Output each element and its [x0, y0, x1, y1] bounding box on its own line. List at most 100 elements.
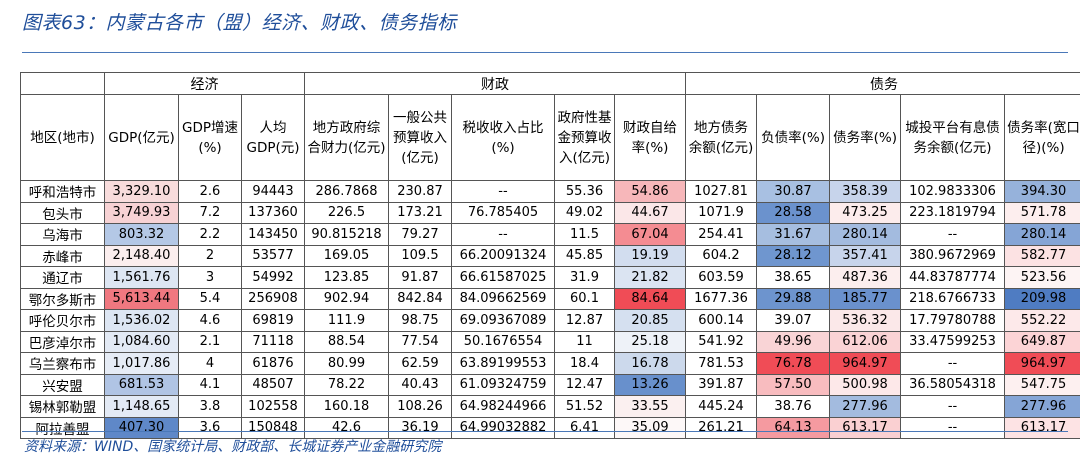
table-cell: 2.2 [178, 223, 242, 246]
table-cell: 102558 [241, 395, 305, 418]
table-cell: 109.5 [388, 244, 452, 267]
table-cell: 40.43 [388, 373, 452, 396]
report-title: 图表63：内蒙古各市（盟）经济、财政、债务指标 [22, 12, 457, 34]
table-row: 通辽市 1,561.76 3 54992 123.85 91.87 66.61587025 3… [20, 266, 1080, 289]
column-header: GDP增速(%) [178, 94, 242, 181]
table-cell: 31.67 [756, 223, 831, 246]
table-cell: 902.94 [304, 287, 389, 310]
table-cell: 62.59 [388, 352, 452, 375]
table-cell: 76.78 [756, 352, 831, 375]
table-cell: 28.12 [756, 244, 831, 267]
region-name-cell: 兴安盟 [20, 373, 105, 396]
table-cell: 223.1819794 [900, 201, 1006, 224]
column-header: 税收收入占比(%) [451, 94, 555, 181]
region-name-cell: 通辽市 [20, 266, 105, 289]
table-cell: 613.17 [829, 416, 902, 439]
table-row: 兴安盟 681.53 4.1 48507 78.22 40.43 61.09324759 12… [20, 373, 1080, 396]
table-cell: 13.26 [613, 373, 687, 396]
table-cell: 226.5 [304, 201, 389, 224]
table-cell: 1071.9 [685, 201, 758, 224]
table-cell: 67.04 [613, 223, 687, 246]
table-cell: 582.77 [1004, 244, 1080, 267]
table-cell: 380.9672969 [900, 244, 1006, 267]
column-header: 地区(地市) [20, 94, 105, 181]
table-cell: 64.99032882 [451, 416, 555, 439]
table-cell: 38.65 [756, 266, 831, 289]
region-name-cell: 呼和浩特市 [20, 180, 105, 203]
table-cell: -- [900, 395, 1006, 418]
table-cell: 69.09367089 [451, 309, 555, 332]
table-row: 呼和浩特市 3,329.10 2.6 94443 286.7868 230.87 -- 55.… [20, 180, 1080, 203]
table-row: 鄂尔多斯市 5,613.44 5.4 256908 902.94 842.84 84.096… [20, 287, 1080, 310]
table-cell: 143450 [241, 223, 305, 246]
table-cell: 44.67 [613, 201, 687, 224]
table-cell: 781.53 [685, 352, 758, 375]
table-cell: 280.14 [1004, 223, 1080, 246]
table-cell: 2,148.40 [104, 244, 179, 267]
table-cell: 33.47599253 [900, 330, 1006, 353]
table-cell: 4 [178, 352, 242, 375]
table-cell: 25.18 [613, 330, 687, 353]
table-cell: 6.41 [554, 416, 615, 439]
table-cell: 53577 [241, 244, 305, 267]
table-cell: 964.97 [1004, 352, 1080, 375]
table-cell: 7.2 [178, 201, 242, 224]
table-cell: 842.84 [388, 287, 452, 310]
table-cell: 111.9 [304, 309, 389, 332]
table-cell: 76.785405 [451, 201, 555, 224]
table-cell: 277.96 [829, 395, 902, 418]
table-cell: 612.06 [829, 330, 902, 353]
region-name-cell: 赤峰市 [20, 244, 105, 267]
table-cell: 48507 [241, 373, 305, 396]
table-cell: 33.55 [613, 395, 687, 418]
table-cell: 3.8 [178, 395, 242, 418]
table-cell: 16.78 [613, 352, 687, 375]
table-cell: 49.02 [554, 201, 615, 224]
table-cell: 77.54 [388, 330, 452, 353]
table-cell: 5.4 [178, 287, 242, 310]
region-name-cell: 锡林郭勒盟 [20, 395, 105, 418]
table-cell: 487.36 [829, 266, 902, 289]
table-cell: 108.26 [388, 395, 452, 418]
column-header: 地方政府综合财力(亿元) [304, 94, 389, 181]
table-cell: 123.85 [304, 266, 389, 289]
column-header-row: 地区(地市) GDP(亿元) GDP增速(%) 人均GDP(元) 地方政府综合财力(亿元… [20, 94, 1080, 181]
table-cell: 523.56 [1004, 266, 1080, 289]
table-cell: 500.98 [829, 373, 902, 396]
table-cell: 80.99 [304, 352, 389, 375]
table-cell: 445.24 [685, 395, 758, 418]
table-cell: 57.50 [756, 373, 831, 396]
column-header: 债务率(%) [829, 94, 902, 181]
group-header: 经济 [104, 72, 305, 95]
table-cell: 55.36 [554, 180, 615, 203]
column-header: 负债率(%) [756, 94, 831, 181]
group-header: 债务 [685, 72, 1080, 95]
table-cell: 552.22 [1004, 309, 1080, 332]
table-cell: 50.1676554 [451, 330, 555, 353]
table-cell: 254.41 [685, 223, 758, 246]
table-cell: 473.25 [829, 201, 902, 224]
table-cell: 12.47 [554, 373, 615, 396]
table-cell: 66.61587025 [451, 266, 555, 289]
table-cell: 160.18 [304, 395, 389, 418]
table-cell: 98.75 [388, 309, 452, 332]
table-cell: 256908 [241, 287, 305, 310]
region-name-cell: 呼伦贝尔市 [20, 309, 105, 332]
table-cell: 407.30 [104, 416, 179, 439]
table-cell: 91.87 [388, 266, 452, 289]
table-cell: 169.05 [304, 244, 389, 267]
table-cell: 61.09324759 [451, 373, 555, 396]
table-cell: 4.6 [178, 309, 242, 332]
source-note: 资料来源：WIND、国家统计局、财政部、长城证券产业金融研究院 [24, 439, 442, 455]
table-cell: 79.27 [388, 223, 452, 246]
column-header: 城投平台有息债务余额(亿元) [900, 94, 1006, 181]
table-cell: 71118 [241, 330, 305, 353]
table-cell: 604.2 [685, 244, 758, 267]
table-cell: 5,613.44 [104, 287, 179, 310]
column-header: 人均GDP(元) [241, 94, 305, 181]
table-row: 赤峰市 2,148.40 2 53577 169.05 109.5 66.20091324 4… [20, 244, 1080, 267]
table-row: 呼伦贝尔市 1,536.02 4.6 69819 111.9 98.75 69.093670… [20, 309, 1080, 332]
column-header: GDP(亿元) [104, 94, 179, 181]
table-cell: -- [451, 223, 555, 246]
region-name-cell: 乌兰察布市 [20, 352, 105, 375]
